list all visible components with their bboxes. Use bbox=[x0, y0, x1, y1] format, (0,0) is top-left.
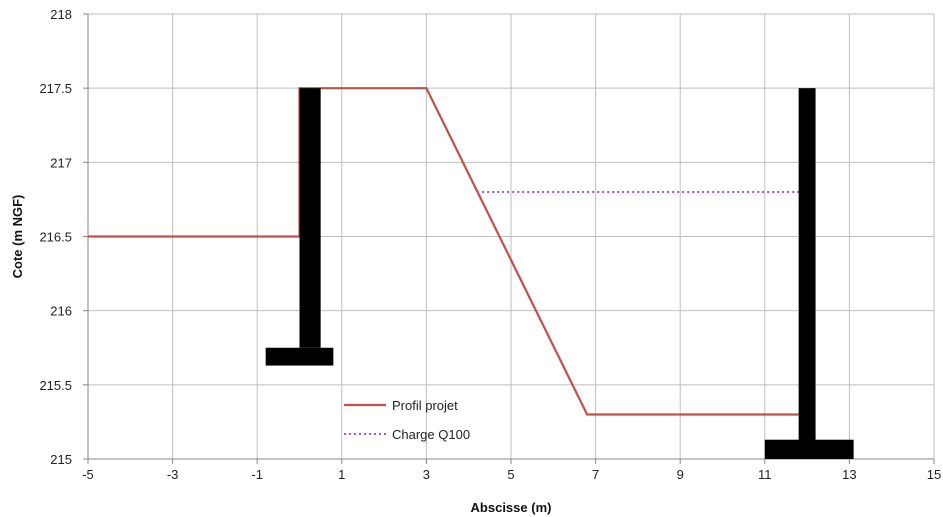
left-wall-stem bbox=[300, 88, 321, 348]
x-tick-label: -3 bbox=[167, 467, 179, 482]
y-tick-label: 217 bbox=[50, 155, 72, 170]
y-tick-label: 215 bbox=[50, 452, 72, 467]
left-wall-base bbox=[266, 348, 334, 366]
y-tick-label: 216.5 bbox=[39, 230, 72, 245]
legend-label-charge-q100: Charge Q100 bbox=[392, 427, 470, 442]
y-axis-title: Cote (m NGF) bbox=[10, 195, 25, 279]
x-tick-label: 3 bbox=[423, 467, 430, 482]
x-tick-label: -1 bbox=[251, 467, 263, 482]
legend-label-profil-projet: Profil projet bbox=[392, 398, 458, 413]
x-tick-label: 7 bbox=[592, 467, 599, 482]
x-tick-label: 13 bbox=[842, 467, 856, 482]
x-tick-label: 9 bbox=[677, 467, 684, 482]
x-axis-title: Abscisse (m) bbox=[471, 500, 552, 515]
x-tick-label: 15 bbox=[927, 467, 941, 482]
x-tick-label: 11 bbox=[758, 467, 772, 482]
x-tick-label: 5 bbox=[507, 467, 514, 482]
y-tick-label: 218 bbox=[50, 7, 72, 22]
y-tick-label: 216 bbox=[50, 304, 72, 319]
x-tick-label: 1 bbox=[338, 467, 345, 482]
x-tick-label: -5 bbox=[82, 467, 94, 482]
y-tick-label: 215.5 bbox=[39, 378, 72, 393]
right-wall-base bbox=[765, 440, 854, 459]
right-wall-stem bbox=[799, 88, 816, 444]
y-tick-label: 217.5 bbox=[39, 81, 72, 96]
